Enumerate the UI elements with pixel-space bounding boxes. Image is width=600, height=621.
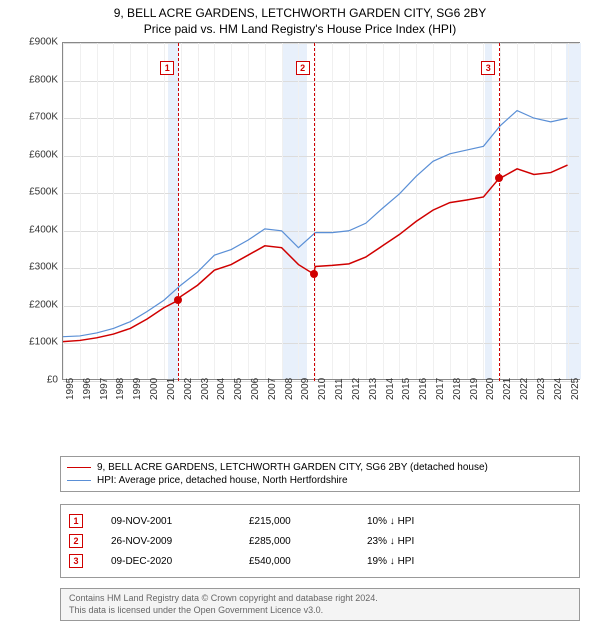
x-tick-label: 2011 — [334, 378, 345, 400]
line-series — [63, 43, 581, 381]
attribution-line: This data is licensed under the Open Gov… — [69, 605, 571, 617]
x-tick-label: 2007 — [267, 378, 278, 400]
marker-line — [314, 43, 315, 381]
event-row: 3 09-DEC-2020 £540,000 19% ↓ HPI — [69, 551, 571, 571]
y-tick-label: £900K — [29, 37, 58, 48]
event-date: 26-NOV-2009 — [111, 536, 221, 547]
x-tick-label: 2017 — [435, 378, 446, 400]
event-pct: 10% ↓ HPI — [367, 516, 467, 527]
event-row: 1 09-NOV-2001 £215,000 10% ↓ HPI — [69, 511, 571, 531]
x-tick-label: 2013 — [368, 378, 379, 400]
event-price: £285,000 — [249, 536, 339, 547]
marker-label: 1 — [160, 61, 174, 75]
x-tick-label: 2023 — [536, 378, 547, 400]
marker-point — [310, 270, 318, 278]
x-tick-label: 2020 — [485, 378, 496, 400]
marker-label: 2 — [296, 61, 310, 75]
x-tick-label: 2025 — [570, 378, 581, 400]
plot-region: 1 2 3 — [62, 42, 580, 380]
event-date: 09-NOV-2001 — [111, 516, 221, 527]
x-tick-label: 1999 — [132, 378, 143, 400]
attribution: Contains HM Land Registry data © Crown c… — [60, 588, 580, 621]
event-price: £540,000 — [249, 556, 339, 567]
y-tick-label: £400K — [29, 224, 58, 235]
x-tick-label: 1996 — [82, 378, 93, 400]
y-tick-label: £100K — [29, 337, 58, 348]
x-tick-label: 2009 — [300, 378, 311, 400]
chart-title: 9, BELL ACRE GARDENS, LETCHWORTH GARDEN … — [8, 6, 592, 20]
y-tick-label: £500K — [29, 187, 58, 198]
marker-line — [178, 43, 179, 381]
event-date: 09-DEC-2020 — [111, 556, 221, 567]
x-tick-label: 2002 — [183, 378, 194, 400]
legend-item: 9, BELL ACRE GARDENS, LETCHWORTH GARDEN … — [67, 461, 573, 474]
y-tick-label: £600K — [29, 149, 58, 160]
x-tick-label: 2021 — [502, 378, 513, 400]
x-tick-label: 2010 — [317, 378, 328, 400]
legend-label: 9, BELL ACRE GARDENS, LETCHWORTH GARDEN … — [97, 462, 488, 473]
y-tick-label: £800K — [29, 74, 58, 85]
series-line — [63, 165, 568, 342]
x-tick-label: 2024 — [553, 378, 564, 400]
x-tick-label: 2000 — [149, 378, 160, 400]
x-tick-label: 2016 — [418, 378, 429, 400]
x-tick-label: 1995 — [65, 378, 76, 400]
legend-swatch — [67, 480, 91, 481]
chart-container: 9, BELL ACRE GARDENS, LETCHWORTH GARDEN … — [0, 0, 600, 590]
legend-swatch — [67, 467, 91, 468]
x-tick-label: 2022 — [519, 378, 530, 400]
event-marker-icon: 1 — [69, 514, 83, 528]
x-tick-label: 2019 — [469, 378, 480, 400]
marker-point — [174, 296, 182, 304]
y-tick-label: £200K — [29, 299, 58, 310]
legend-item: HPI: Average price, detached house, Nort… — [67, 474, 573, 487]
legend: 9, BELL ACRE GARDENS, LETCHWORTH GARDEN … — [60, 456, 580, 492]
y-tick-label: £700K — [29, 112, 58, 123]
x-tick-label: 2008 — [284, 378, 295, 400]
event-pct: 19% ↓ HPI — [367, 556, 467, 567]
legend-label: HPI: Average price, detached house, Nort… — [97, 475, 348, 486]
marker-line — [499, 43, 500, 381]
x-tick-label: 2014 — [385, 378, 396, 400]
event-table: 1 09-NOV-2001 £215,000 10% ↓ HPI 2 26-NO… — [60, 504, 580, 578]
x-tick-label: 1998 — [115, 378, 126, 400]
x-tick-label: 1997 — [99, 378, 110, 400]
event-marker-icon: 3 — [69, 554, 83, 568]
event-row: 2 26-NOV-2009 £285,000 23% ↓ HPI — [69, 531, 571, 551]
chart-area: 1 2 3 £0 £100K £200K £300K £400K £500K £600K £700… — [18, 42, 588, 412]
marker-point — [495, 174, 503, 182]
marker-label: 3 — [481, 61, 495, 75]
event-pct: 23% ↓ HPI — [367, 536, 467, 547]
x-tick-label: 2005 — [233, 378, 244, 400]
x-tick-label: 2012 — [351, 378, 362, 400]
attribution-line: Contains HM Land Registry data © Crown c… — [69, 593, 571, 605]
x-tick-label: 2015 — [401, 378, 412, 400]
x-tick-label: 2006 — [250, 378, 261, 400]
x-tick-label: 2001 — [166, 378, 177, 400]
y-tick-label: £0 — [47, 375, 58, 386]
x-tick-label: 2003 — [200, 378, 211, 400]
x-tick-label: 2004 — [216, 378, 227, 400]
event-price: £215,000 — [249, 516, 339, 527]
series-line — [63, 111, 568, 337]
y-tick-label: £300K — [29, 262, 58, 273]
chart-subtitle: Price paid vs. HM Land Registry's House … — [8, 22, 592, 36]
event-marker-icon: 2 — [69, 534, 83, 548]
x-tick-label: 2018 — [452, 378, 463, 400]
